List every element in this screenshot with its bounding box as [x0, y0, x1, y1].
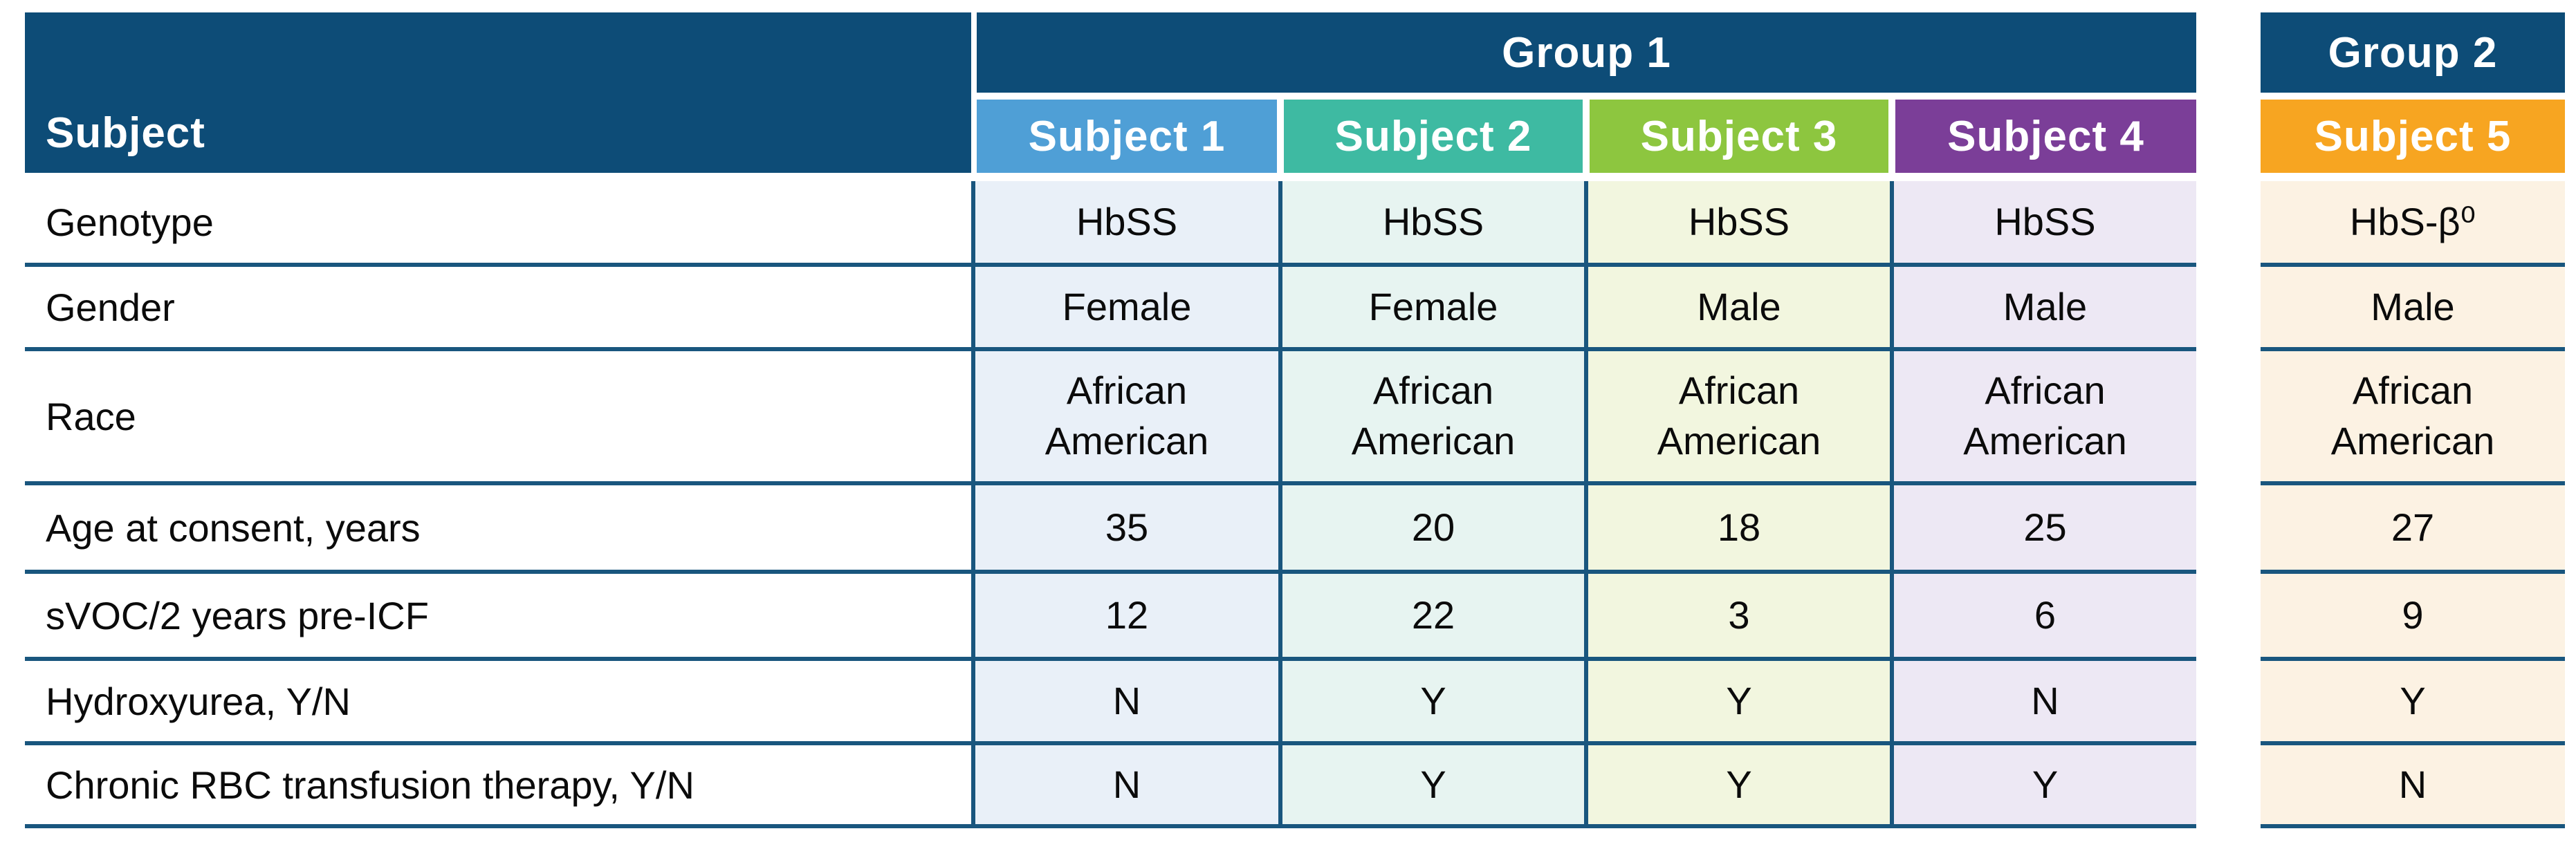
cell-genotype-subject3: HbSS	[1584, 181, 1890, 267]
cell-hydroxyurea-subject5: Y	[2261, 661, 2565, 745]
cell-gender-subject2: Female	[1278, 267, 1584, 351]
subject-4-header: Subject 4	[1895, 100, 2196, 173]
group-2-header: Group 2	[2261, 12, 2565, 93]
cell-svoc-subject2: 22	[1278, 574, 1584, 661]
cell-race-subject4: African American	[1890, 351, 2196, 485]
row-label-gender: Gender	[25, 267, 971, 351]
cell-hydroxyurea-subject3: Y	[1584, 661, 1890, 745]
cell-gender-subject1: Female	[971, 267, 1278, 351]
corner-header-subject: Subject	[25, 12, 971, 173]
group-1-header: Group 1	[977, 12, 2196, 93]
subject-2-header: Subject 2	[1284, 100, 1583, 173]
cell-genotype-subject1: HbSS	[971, 181, 1278, 267]
cell-hydroxyurea-subject4: N	[1890, 661, 2196, 745]
cell-rbc-transfusion-subject4: Y	[1890, 745, 2196, 828]
cell-race-subject5: African American	[2261, 351, 2565, 485]
cell-gender-subject3: Male	[1584, 267, 1890, 351]
cell-race-subject3: African American	[1584, 351, 1890, 485]
row-label-chronic-rbc-transfusion: Chronic RBC transfusion therapy, Y/N	[25, 745, 971, 828]
cell-age-subject5: 27	[2261, 485, 2565, 574]
cell-genotype-subject5: HbS-β⁰	[2261, 181, 2565, 267]
cell-rbc-transfusion-subject5: N	[2261, 745, 2565, 828]
cell-rbc-transfusion-subject2: Y	[1278, 745, 1584, 828]
cell-genotype-subject4: HbSS	[1890, 181, 2196, 267]
subject-5-header: Subject 5	[2261, 100, 2565, 173]
cell-rbc-transfusion-subject3: Y	[1584, 745, 1890, 828]
row-label-genotype: Genotype	[25, 181, 971, 267]
cell-svoc-subject5: 9	[2261, 574, 2565, 661]
row-label-hydroxyurea: Hydroxyurea, Y/N	[25, 661, 971, 745]
subject-1-header: Subject 1	[977, 100, 1277, 173]
cell-age-subject3: 18	[1584, 485, 1890, 574]
subject-3-header: Subject 3	[1590, 100, 1888, 173]
cell-hydroxyurea-subject2: Y	[1278, 661, 1584, 745]
row-label-race: Race	[25, 351, 971, 485]
demographics-table: Subject Group 1 Group 2 Subject 1 Subjec…	[25, 12, 2576, 828]
cell-hydroxyurea-subject1: N	[971, 661, 1278, 745]
cell-gender-subject4: Male	[1890, 267, 2196, 351]
cell-svoc-subject4: 6	[1890, 574, 2196, 661]
cell-age-subject1: 35	[971, 485, 1278, 574]
cell-genotype-subject2: HbSS	[1278, 181, 1584, 267]
row-label-svoc-pre-icf: sVOC/2 years pre-ICF	[25, 574, 971, 661]
cell-svoc-subject3: 3	[1584, 574, 1890, 661]
cell-age-subject4: 25	[1890, 485, 2196, 574]
cell-gender-subject5: Male	[2261, 267, 2565, 351]
row-label-age-at-consent: Age at consent, years	[25, 485, 971, 574]
cell-race-subject1: African American	[971, 351, 1278, 485]
cell-race-subject2: African American	[1278, 351, 1584, 485]
cell-age-subject2: 20	[1278, 485, 1584, 574]
cell-svoc-subject1: 12	[971, 574, 1278, 661]
cell-rbc-transfusion-subject1: N	[971, 745, 1278, 828]
